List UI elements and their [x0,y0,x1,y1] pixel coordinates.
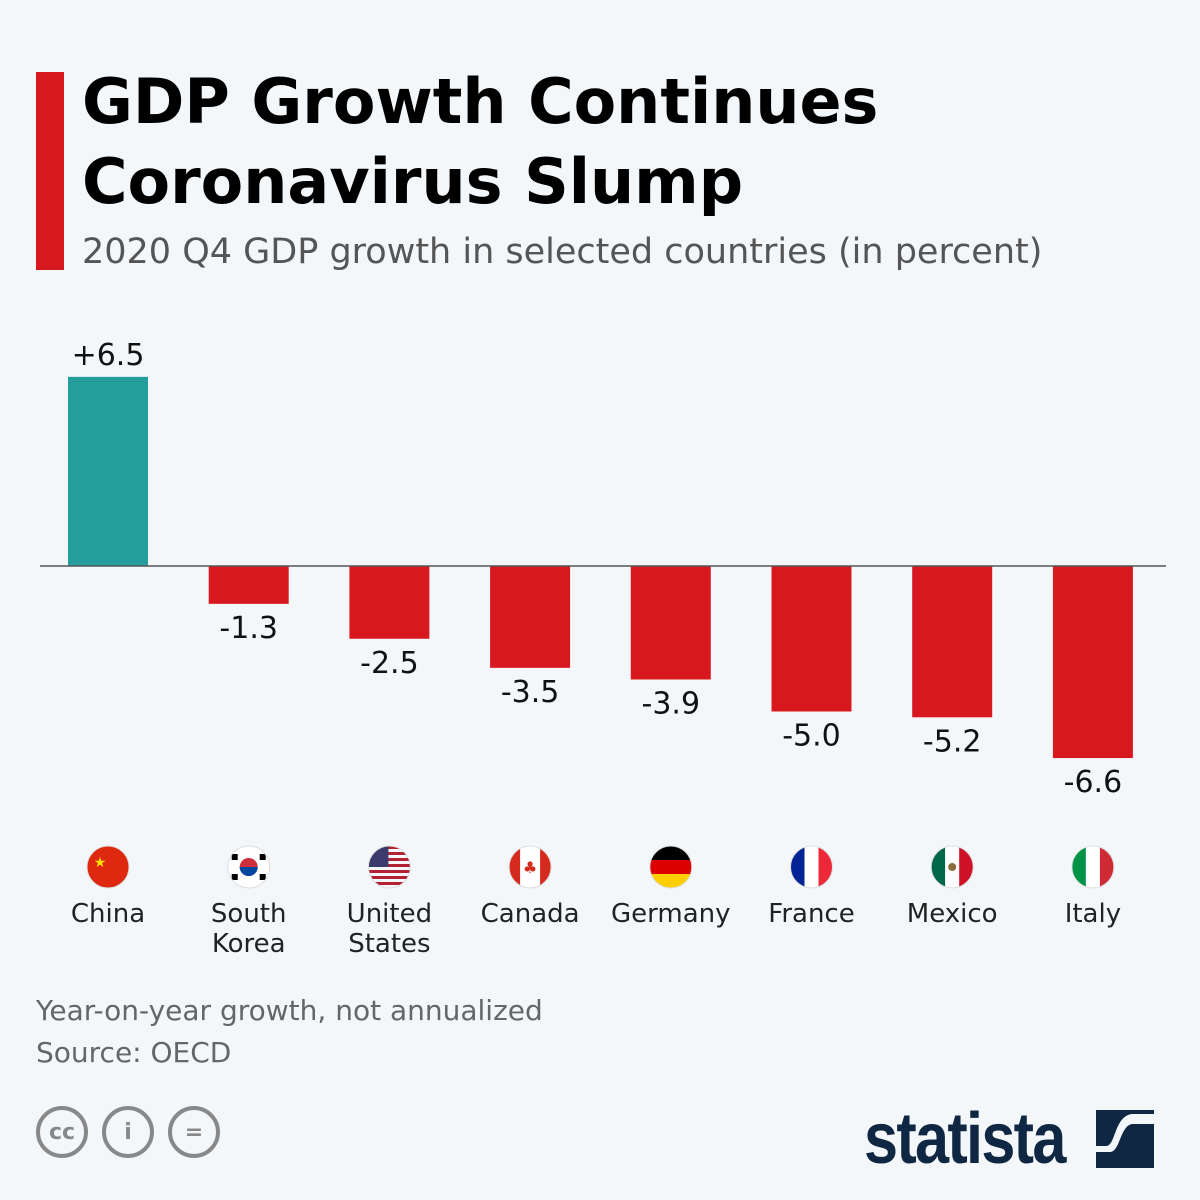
logo-text: statista [864,1099,1066,1179]
license-icons: cc i = [36,1106,220,1158]
data-label: -2.5 [360,646,419,681]
bar-chart: +6.5 ★ China -1.3 South Korea -2.5 United States… [40,338,1166,959]
category-label: Mexico [907,899,998,929]
bar [68,376,148,566]
data-label: -3.9 [642,686,701,721]
attribution-icon[interactable]: i [102,1106,154,1158]
source-text: Source: OECD [36,1036,232,1069]
bar [1052,566,1133,759]
category-label: China [71,899,145,929]
data-label: +6.5 [72,338,145,373]
category-label: France [768,899,854,929]
statista-logo-icon [1096,1110,1155,1168]
data-label: -3.5 [501,675,560,710]
statista-logo[interactable]: statista [864,1098,1155,1180]
footnote: Year-on-year growth, not annualized Sour… [36,990,543,1074]
category-label: South Korea [211,899,287,959]
category-label: Germany [611,899,731,929]
svg-text:★: ★ [94,855,107,871]
note-text: Year-on-year growth, not annualized [36,994,543,1027]
bar [630,566,711,680]
category-label: Italy [1065,899,1121,929]
germany-flag-icon [649,845,693,889]
category-label: Canada [481,899,580,929]
bar [208,566,289,604]
chart-title: GDP Growth Continues Coronavirus Slump [82,65,879,218]
chart-subtitle: 2020 Q4 GDP growth in selected countries… [82,232,1043,272]
svg-text:♣: ♣ [523,858,537,877]
bar [771,566,852,712]
data-label: -1.3 [219,611,278,646]
no-derivatives-icon[interactable]: = [168,1106,220,1158]
mexico-flag-icon [930,845,974,889]
bar [912,566,993,718]
canada-flag-icon: ♣ [508,845,552,889]
italy-flag-icon [1071,845,1115,889]
title-accent-bar [36,72,64,270]
united-states-flag-icon [367,845,411,889]
creative-commons-icon[interactable]: cc [36,1106,88,1158]
china-flag-icon: ★ [86,845,130,889]
category-label: United States [347,899,432,959]
south-korea-flag-icon [227,845,271,889]
data-label: -5.2 [923,724,982,759]
data-label: -6.6 [1064,765,1123,800]
data-label: -5.0 [782,719,841,754]
france-flag-icon [790,845,833,889]
bar [490,566,571,668]
bar [349,566,430,639]
